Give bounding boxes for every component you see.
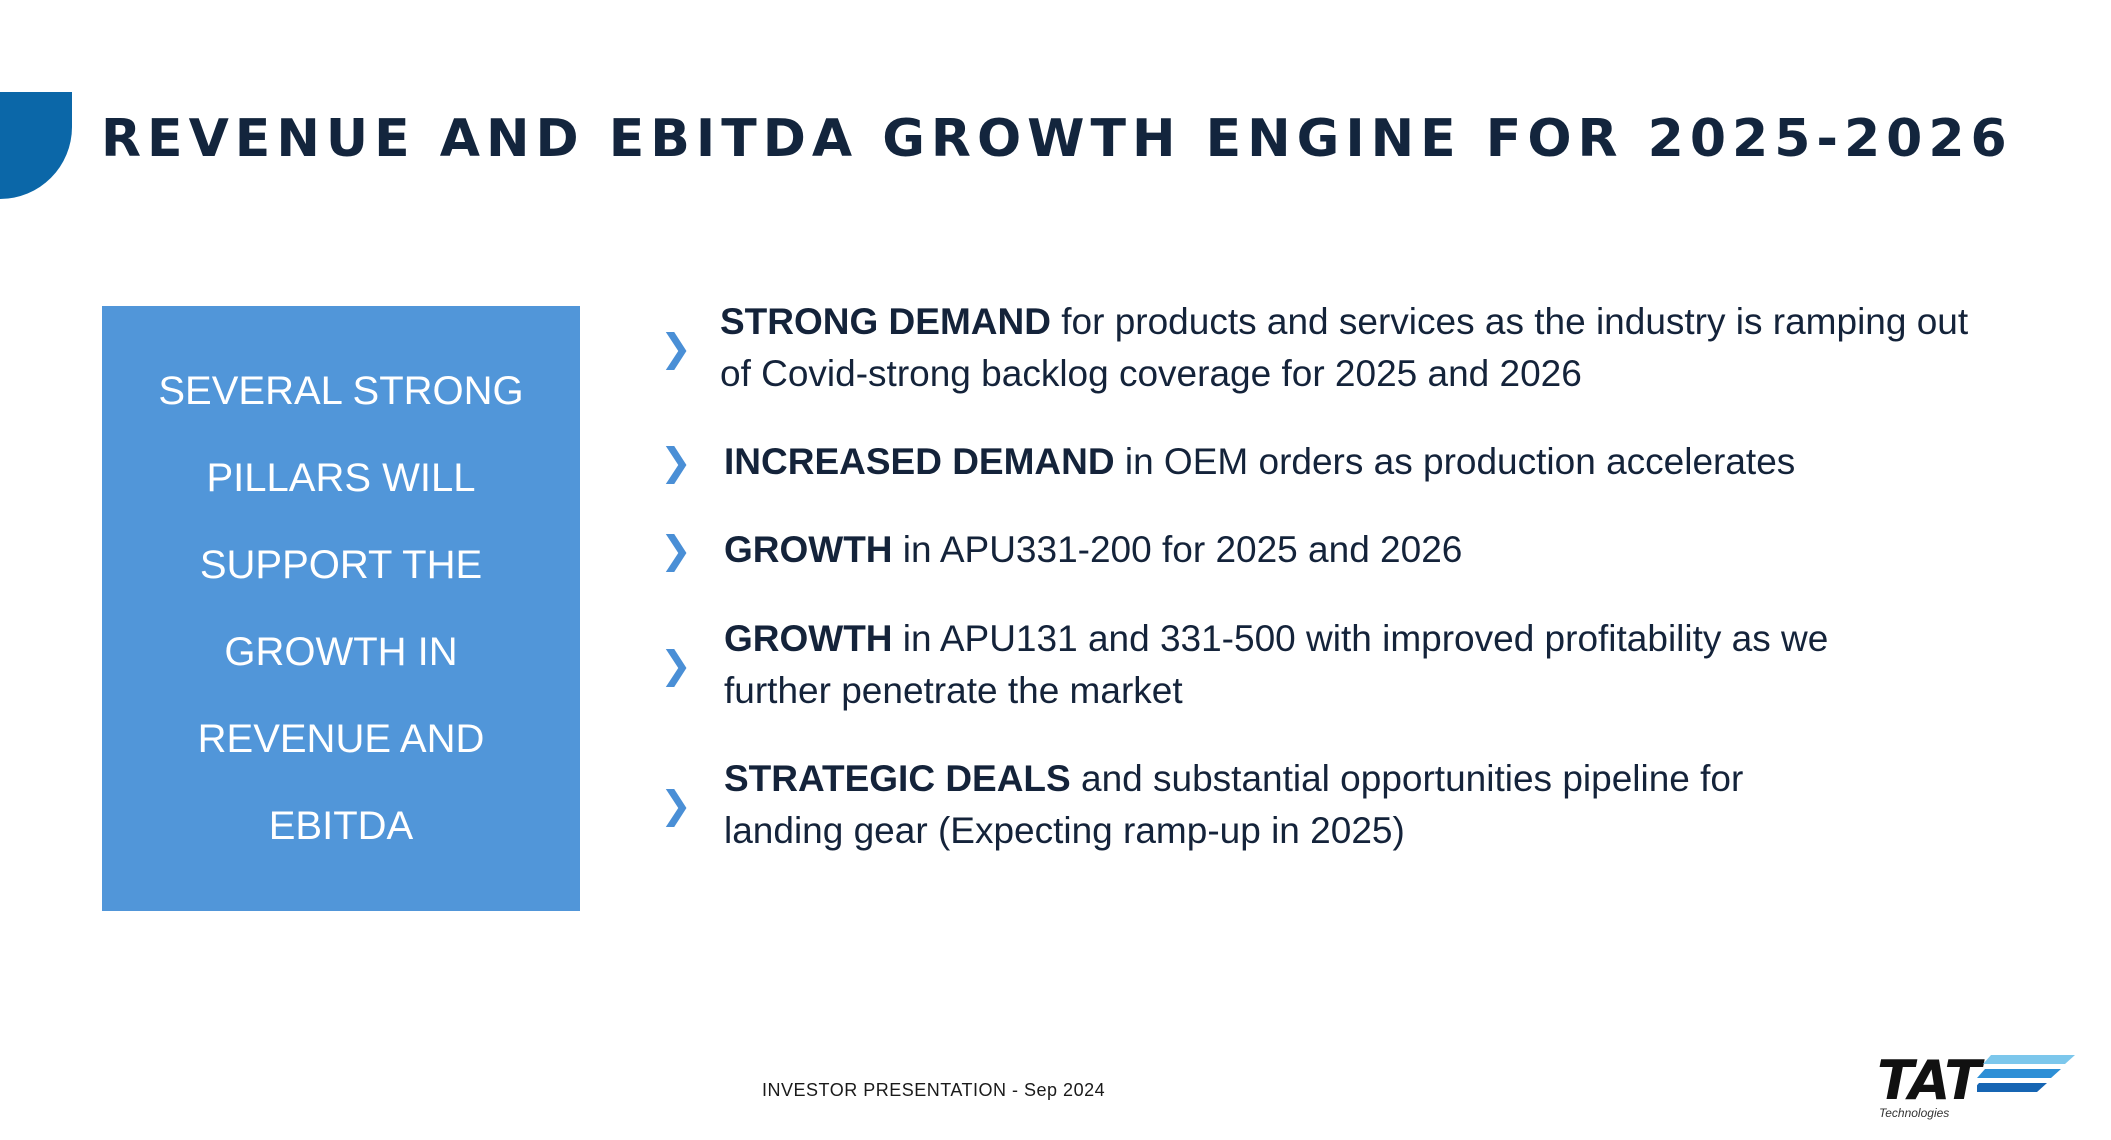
bullet-item: ❯ INCREASED DEMAND in OEM orders as prod… (660, 436, 1795, 488)
bullet-list: ❯ STRONG DEMAND for products and service… (660, 0, 1968, 1140)
bullet-body: for products and services as the industr… (720, 301, 1969, 394)
bullet-bold-lead: GROWTH (724, 618, 893, 659)
bullet-bold-lead: GROWTH (724, 529, 893, 570)
bullet-bold-lead: STRONG DEMAND (720, 301, 1051, 342)
bullet-item: ❯ GROWTH in APU331-200 for 2025 and 2026 (660, 524, 1462, 576)
bullet-body: and substantial opportunities pipeline f… (724, 758, 1744, 851)
company-logo: TAT Technologies (1877, 1052, 2077, 1124)
bullet-body: in APU131 and 331-500 with improved prof… (724, 618, 1829, 711)
footer-label: INVESTOR PRESENTATION - Sep 2024 (762, 1080, 1106, 1100)
chevron-right-icon: ❯ (660, 440, 692, 484)
logo-wordmark: TAT (1877, 1049, 1981, 1112)
bullet-body: in OEM orders as production accelerates (1114, 441, 1796, 482)
corner-accent-shape (0, 92, 72, 199)
chevron-right-icon: ❯ (660, 643, 692, 687)
bullet-text: STRATEGIC DEALS and substantial opportun… (724, 753, 1804, 857)
slide-title: REVENUE AND EBITDA GROWTH ENGINE FOR 202… (101, 109, 2013, 169)
bullet-item: ❯ STRATEGIC DEALS and substantial opport… (660, 753, 1804, 857)
bullet-text: GROWTH in APU331-200 for 2025 and 2026 (724, 524, 1462, 576)
bullet-body: in APU331-200 for 2025 and 2026 (892, 529, 1463, 570)
pillars-callout-text: SEVERAL STRONG PILLARS WILL SUPPORT THE … (158, 368, 524, 848)
bullet-bold-lead: INCREASED DEMAND (724, 441, 1115, 482)
chevron-right-icon: ❯ (660, 783, 692, 827)
chevron-right-icon: ❯ (660, 528, 692, 572)
bullet-item: ❯ STRONG DEMAND for products and service… (660, 296, 1980, 400)
bullet-text: INCREASED DEMAND in OEM orders as produc… (724, 436, 1795, 488)
logo-stripes-icon (1977, 1055, 2075, 1092)
bullet-item: ❯ GROWTH in APU131 and 331-500 with impr… (660, 613, 1874, 717)
chevron-right-icon: ❯ (660, 326, 692, 370)
bullet-text: GROWTH in APU131 and 331-500 with improv… (724, 613, 1874, 717)
bullet-bold-lead: STRATEGIC DEALS (724, 758, 1071, 799)
bullet-text: STRONG DEMAND for products and services … (720, 296, 1980, 400)
pillars-callout-box: SEVERAL STRONG PILLARS WILL SUPPORT THE … (102, 306, 580, 911)
logo-subtitle: Technologies (1879, 1106, 1950, 1120)
